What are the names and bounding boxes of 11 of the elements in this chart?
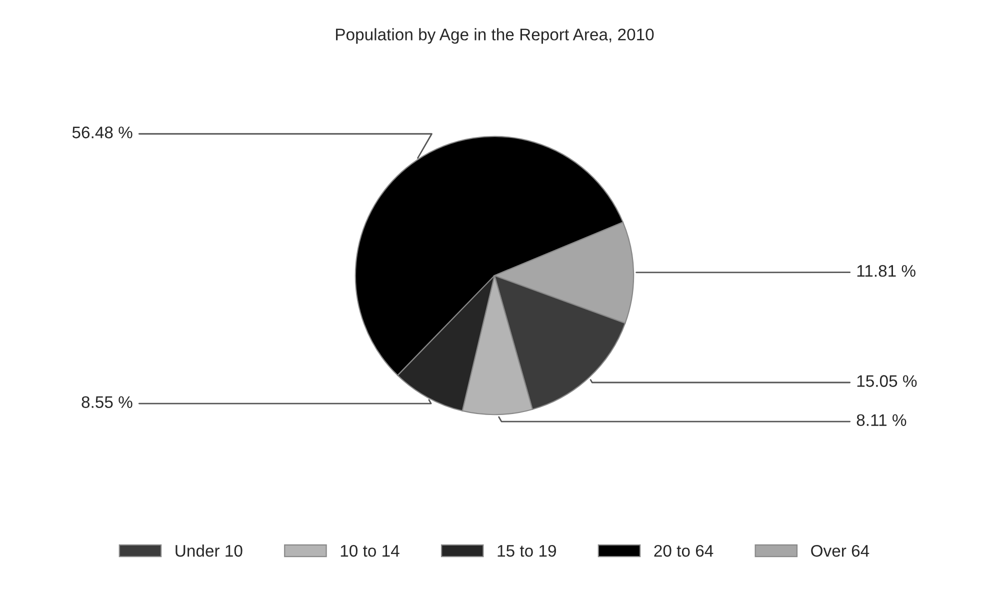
data-label: 15.05 %	[857, 375, 917, 387]
data-label: 11.81 %	[857, 265, 916, 277]
data-label: 56.48 %	[72, 126, 132, 138]
legend-label: Over 64	[811, 544, 870, 557]
legend-label: Under 10	[176, 544, 242, 557]
legend-label: 10 to 14	[340, 544, 400, 557]
data-label: 8.11 %	[856, 414, 906, 426]
legend-label: 15 to 19	[498, 544, 556, 557]
chart-title: Population by Age in the Report Area, 2010	[336, 28, 654, 44]
data-label: 8.55 %	[82, 396, 132, 408]
legend-label: 20 to 64	[654, 544, 714, 557]
